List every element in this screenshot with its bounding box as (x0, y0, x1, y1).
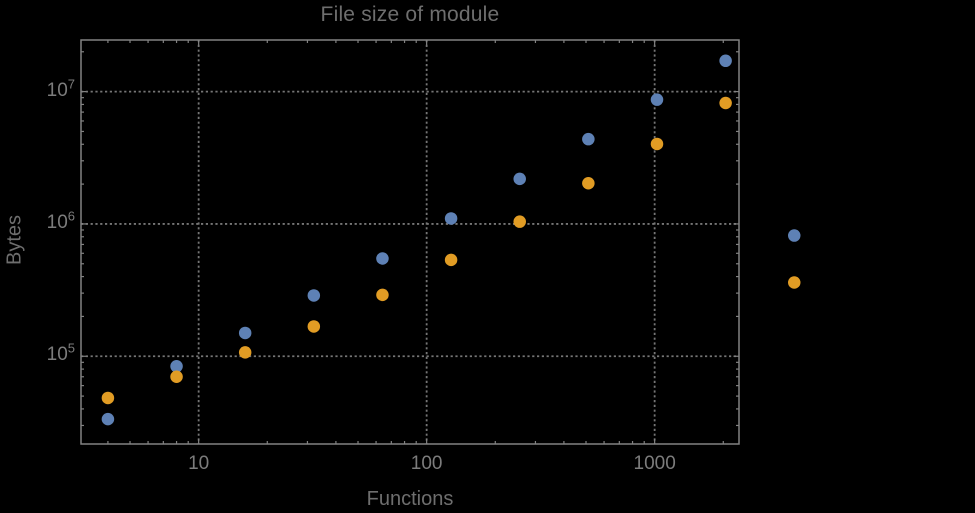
data-point-series-1-blue (170, 360, 183, 373)
data-point-series-2-orange (170, 370, 183, 384)
data-point-series-2-orange (376, 288, 389, 302)
data-point-series-1-blue (513, 172, 526, 186)
data-point-series-2-orange (582, 176, 595, 190)
data-point-series-1-blue (307, 289, 321, 302)
data-point-series-1-blue (238, 326, 252, 340)
data-point-series-1-blue (788, 229, 801, 242)
chart-title: File size of module (320, 3, 500, 26)
data-point-series-1-blue (650, 93, 664, 106)
data-point-series-2-orange (101, 391, 115, 405)
data-point-series-1-blue (719, 54, 732, 68)
data-point-series-2-orange (238, 346, 252, 359)
data-point-series-2-orange (444, 253, 458, 267)
data-point-series-2-orange (788, 276, 801, 289)
x-axis-label: Functions (366, 488, 454, 510)
data-point-series-1-blue (582, 132, 595, 146)
plot-frame (80, 39, 740, 445)
data-point-series-2-orange (719, 96, 732, 110)
data-point-series-2-orange (307, 320, 321, 333)
data-point-series-1-blue (376, 252, 389, 265)
data-point-series-2-orange (513, 215, 526, 228)
data-point-series-1-blue (444, 212, 458, 225)
data-point-series-1-blue (101, 412, 115, 426)
data-point-series-2-orange (650, 137, 664, 151)
